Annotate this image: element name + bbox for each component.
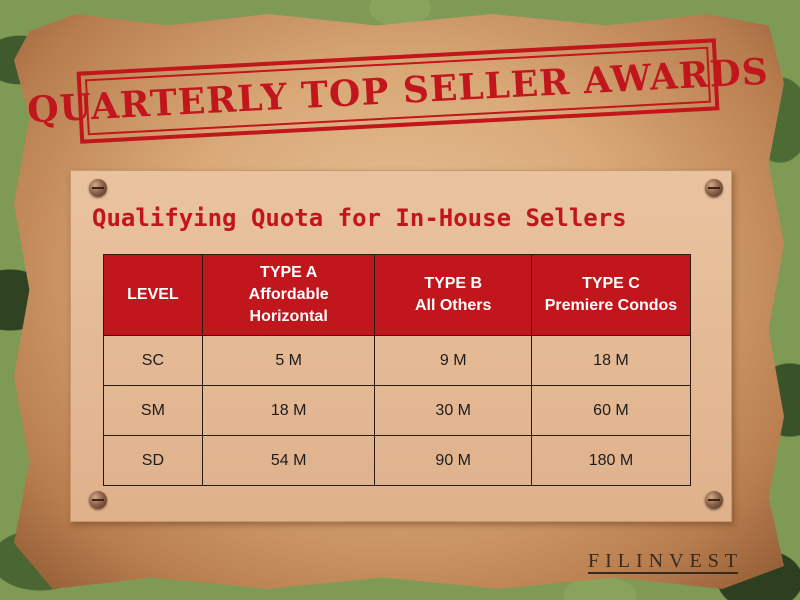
type-c-cell: 180 M bbox=[530, 435, 692, 486]
header-type-a: TYPE A Affordable Horizontal bbox=[201, 254, 376, 336]
table-row: SM 18 M 30 M 60 M bbox=[103, 385, 692, 436]
header-line: TYPE C bbox=[582, 275, 640, 292]
rivet-icon bbox=[705, 179, 723, 197]
rivet-icon bbox=[705, 491, 723, 509]
rivet-icon bbox=[89, 179, 107, 197]
type-a-cell: 5 M bbox=[201, 335, 376, 386]
type-c-cell: 60 M bbox=[530, 385, 692, 436]
header-line: Premiere Condos bbox=[544, 297, 678, 314]
header-line: Affordable bbox=[248, 286, 329, 303]
table-row: SC 5 M 9 M 18 M bbox=[103, 335, 692, 386]
header-line: Horizontal bbox=[249, 308, 328, 325]
type-b-cell: 30 M bbox=[374, 385, 532, 436]
type-c-cell: 18 M bbox=[530, 335, 692, 386]
type-b-cell: 9 M bbox=[374, 335, 532, 386]
company-logo: FILINVEST bbox=[588, 550, 744, 572]
rivet-icon bbox=[89, 491, 107, 509]
level-cell: SD bbox=[103, 435, 203, 486]
table-row: SD 54 M 90 M 180 M bbox=[103, 435, 692, 486]
header-type-b: TYPE B All Others bbox=[374, 254, 532, 336]
header-line: All Others bbox=[414, 297, 492, 314]
level-cell: SM bbox=[103, 385, 203, 436]
logo-underline bbox=[588, 572, 738, 574]
board-subtitle: Qualifying Quota for In-House Sellers bbox=[92, 204, 627, 232]
header-line: TYPE B bbox=[424, 275, 483, 292]
header-line: TYPE A bbox=[260, 264, 318, 281]
level-cell: SC bbox=[103, 335, 203, 386]
table-header-row: LEVEL TYPE A Affordable Horizontal TYPE … bbox=[103, 254, 692, 336]
header-level: LEVEL bbox=[103, 254, 203, 336]
type-a-cell: 54 M bbox=[201, 435, 376, 486]
type-b-cell: 90 M bbox=[374, 435, 532, 486]
header-type-c: TYPE C Premiere Condos bbox=[530, 254, 692, 336]
quota-table: LEVEL TYPE A Affordable Horizontal TYPE … bbox=[103, 254, 692, 486]
type-a-cell: 18 M bbox=[201, 385, 376, 436]
header-line: LEVEL bbox=[127, 286, 179, 303]
